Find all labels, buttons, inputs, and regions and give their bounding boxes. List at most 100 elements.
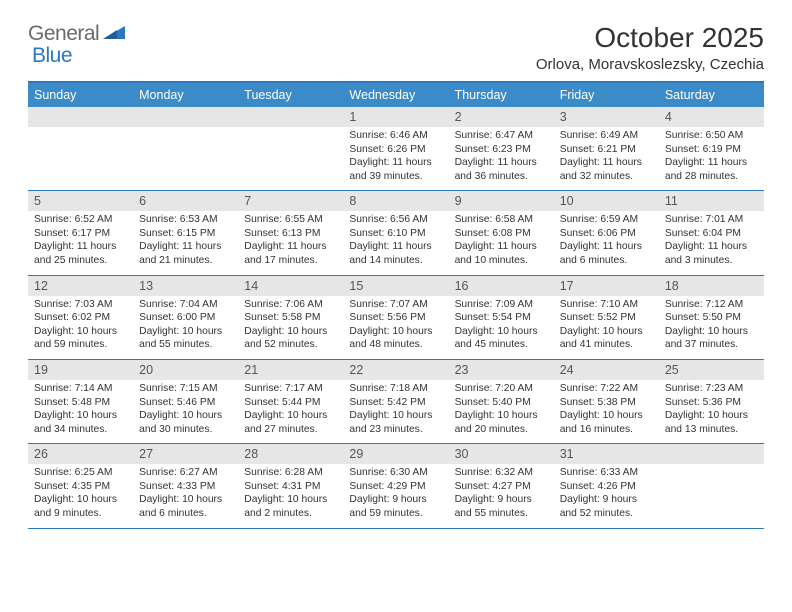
day-number: 17 [554,276,659,296]
day-number: 10 [554,191,659,211]
day-cell: 28Sunrise: 6:28 AMSunset: 4:31 PMDayligh… [238,444,343,527]
day-cell: 6Sunrise: 6:53 AMSunset: 6:15 PMDaylight… [133,191,238,274]
day-header-cell: Sunday [28,83,133,107]
day-body: Sunrise: 7:01 AMSunset: 6:04 PMDaylight:… [659,213,764,267]
day-body: Sunrise: 6:33 AMSunset: 4:26 PMDaylight:… [554,466,659,520]
day-header-cell: Tuesday [238,83,343,107]
day-body: Sunrise: 7:12 AMSunset: 5:50 PMDaylight:… [659,298,764,352]
day-body: Sunrise: 6:30 AMSunset: 4:29 PMDaylight:… [343,466,448,520]
day-cell [133,107,238,190]
header: General October 2025 Orlova, Moravskosle… [28,22,764,73]
day-number: 5 [28,191,133,211]
day-number: 30 [449,444,554,464]
day-body: Sunrise: 7:03 AMSunset: 6:02 PMDaylight:… [28,298,133,352]
day-header-cell: Saturday [659,83,764,107]
day-cell: 25Sunrise: 7:23 AMSunset: 5:36 PMDayligh… [659,360,764,443]
day-cell [238,107,343,190]
day-body: Sunrise: 7:17 AMSunset: 5:44 PMDaylight:… [238,382,343,436]
day-number: 12 [28,276,133,296]
day-body: Sunrise: 7:20 AMSunset: 5:40 PMDaylight:… [449,382,554,436]
day-header-cell: Friday [554,83,659,107]
day-number: 7 [238,191,343,211]
day-header-row: SundayMondayTuesdayWednesdayThursdayFrid… [28,83,764,107]
day-cell: 14Sunrise: 7:06 AMSunset: 5:58 PMDayligh… [238,276,343,359]
day-cell: 30Sunrise: 6:32 AMSunset: 4:27 PMDayligh… [449,444,554,527]
day-cell: 2Sunrise: 6:47 AMSunset: 6:23 PMDaylight… [449,107,554,190]
day-cell: 10Sunrise: 6:59 AMSunset: 6:06 PMDayligh… [554,191,659,274]
day-number: 8 [343,191,448,211]
day-cell: 1Sunrise: 6:46 AMSunset: 6:26 PMDaylight… [343,107,448,190]
day-number: 29 [343,444,448,464]
day-cell: 23Sunrise: 7:20 AMSunset: 5:40 PMDayligh… [449,360,554,443]
week-row: 1Sunrise: 6:46 AMSunset: 6:26 PMDaylight… [28,107,764,191]
day-body: Sunrise: 7:07 AMSunset: 5:56 PMDaylight:… [343,298,448,352]
logo-text-blue: Blue [32,44,72,68]
week-row: 12Sunrise: 7:03 AMSunset: 6:02 PMDayligh… [28,276,764,360]
day-cell: 29Sunrise: 6:30 AMSunset: 4:29 PMDayligh… [343,444,448,527]
day-number: 9 [449,191,554,211]
day-cell: 16Sunrise: 7:09 AMSunset: 5:54 PMDayligh… [449,276,554,359]
day-number: 24 [554,360,659,380]
day-number [28,107,133,127]
day-number: 31 [554,444,659,464]
day-cell: 3Sunrise: 6:49 AMSunset: 6:21 PMDaylight… [554,107,659,190]
day-number: 16 [449,276,554,296]
day-number: 13 [133,276,238,296]
day-cell: 31Sunrise: 6:33 AMSunset: 4:26 PMDayligh… [554,444,659,527]
day-number: 6 [133,191,238,211]
day-number: 11 [659,191,764,211]
week-row: 5Sunrise: 6:52 AMSunset: 6:17 PMDaylight… [28,191,764,275]
day-number: 23 [449,360,554,380]
day-cell: 21Sunrise: 7:17 AMSunset: 5:44 PMDayligh… [238,360,343,443]
day-body: Sunrise: 6:32 AMSunset: 4:27 PMDaylight:… [449,466,554,520]
logo-text-general: General [28,22,99,46]
day-cell: 11Sunrise: 7:01 AMSunset: 6:04 PMDayligh… [659,191,764,274]
day-number: 18 [659,276,764,296]
day-number: 19 [28,360,133,380]
day-body: Sunrise: 7:10 AMSunset: 5:52 PMDaylight:… [554,298,659,352]
day-body: Sunrise: 7:09 AMSunset: 5:54 PMDaylight:… [449,298,554,352]
day-cell [659,444,764,527]
day-body: Sunrise: 7:23 AMSunset: 5:36 PMDaylight:… [659,382,764,436]
day-body: Sunrise: 7:14 AMSunset: 5:48 PMDaylight:… [28,382,133,436]
day-cell: 8Sunrise: 6:56 AMSunset: 6:10 PMDaylight… [343,191,448,274]
day-cell: 27Sunrise: 6:27 AMSunset: 4:33 PMDayligh… [133,444,238,527]
logo: General [28,22,127,46]
day-body: Sunrise: 7:06 AMSunset: 5:58 PMDaylight:… [238,298,343,352]
day-cell [28,107,133,190]
day-cell: 5Sunrise: 6:52 AMSunset: 6:17 PMDaylight… [28,191,133,274]
day-body: Sunrise: 6:46 AMSunset: 6:26 PMDaylight:… [343,129,448,183]
day-cell: 12Sunrise: 7:03 AMSunset: 6:02 PMDayligh… [28,276,133,359]
week-row: 19Sunrise: 7:14 AMSunset: 5:48 PMDayligh… [28,360,764,444]
day-body: Sunrise: 6:50 AMSunset: 6:19 PMDaylight:… [659,129,764,183]
day-body: Sunrise: 7:15 AMSunset: 5:46 PMDaylight:… [133,382,238,436]
day-cell: 15Sunrise: 7:07 AMSunset: 5:56 PMDayligh… [343,276,448,359]
day-cell: 13Sunrise: 7:04 AMSunset: 6:00 PMDayligh… [133,276,238,359]
day-number: 2 [449,107,554,127]
weeks-container: 1Sunrise: 6:46 AMSunset: 6:26 PMDaylight… [28,107,764,529]
day-body: Sunrise: 6:28 AMSunset: 4:31 PMDaylight:… [238,466,343,520]
day-cell: 17Sunrise: 7:10 AMSunset: 5:52 PMDayligh… [554,276,659,359]
day-body: Sunrise: 6:52 AMSunset: 6:17 PMDaylight:… [28,213,133,267]
month-title: October 2025 [536,22,764,54]
day-number: 4 [659,107,764,127]
day-body: Sunrise: 6:53 AMSunset: 6:15 PMDaylight:… [133,213,238,267]
day-number: 28 [238,444,343,464]
day-cell: 19Sunrise: 7:14 AMSunset: 5:48 PMDayligh… [28,360,133,443]
day-body: Sunrise: 6:27 AMSunset: 4:33 PMDaylight:… [133,466,238,520]
day-body: Sunrise: 7:04 AMSunset: 6:00 PMDaylight:… [133,298,238,352]
day-cell: 4Sunrise: 6:50 AMSunset: 6:19 PMDaylight… [659,107,764,190]
day-number: 3 [554,107,659,127]
logo-triangle-icon [103,24,125,45]
day-body: Sunrise: 6:25 AMSunset: 4:35 PMDaylight:… [28,466,133,520]
day-header-cell: Monday [133,83,238,107]
day-cell: 18Sunrise: 7:12 AMSunset: 5:50 PMDayligh… [659,276,764,359]
day-number: 14 [238,276,343,296]
day-number [133,107,238,127]
day-number [659,444,764,464]
day-number: 26 [28,444,133,464]
day-number: 25 [659,360,764,380]
title-block: October 2025 Orlova, Moravskoslezsky, Cz… [536,22,764,73]
day-cell: 20Sunrise: 7:15 AMSunset: 5:46 PMDayligh… [133,360,238,443]
calendar-page: General October 2025 Orlova, Moravskosle… [0,0,792,549]
